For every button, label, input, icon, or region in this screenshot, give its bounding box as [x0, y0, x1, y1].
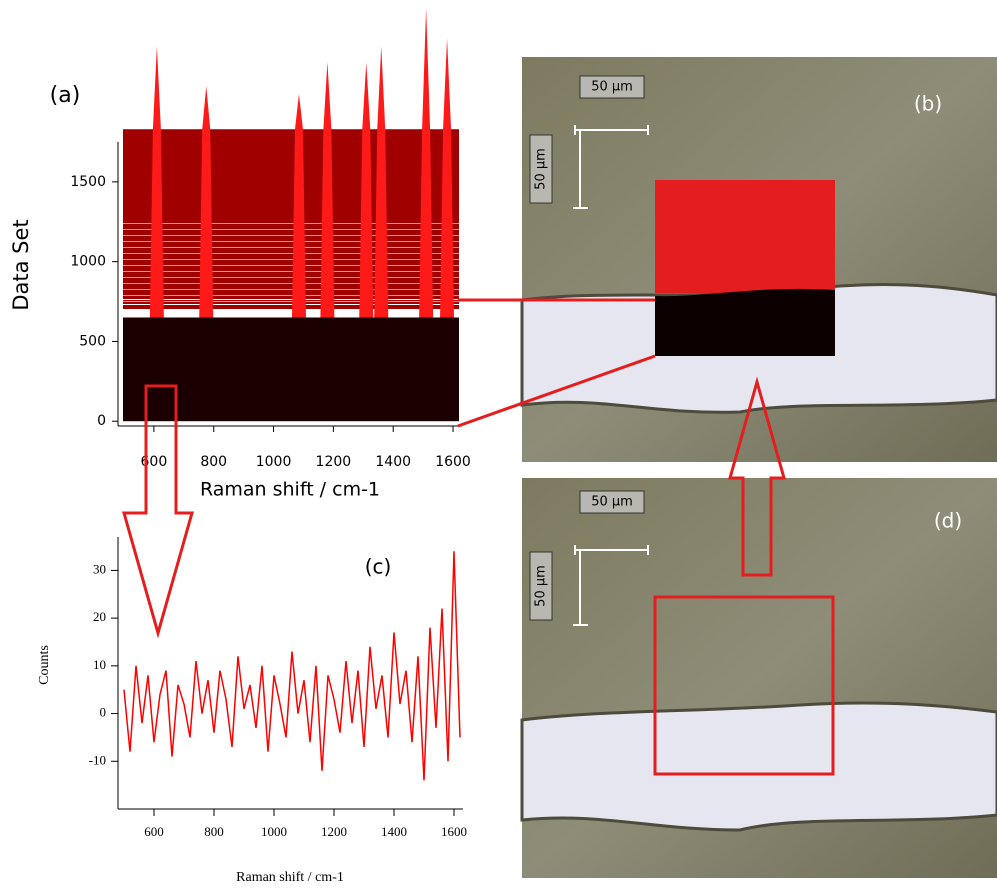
panel-label: (a) [50, 83, 81, 108]
x-tick-label: 1400 [381, 824, 407, 839]
scale-label: 50 µm [534, 565, 549, 607]
charts: 0 500 1000 1500 600 800 1000 1200 1400 1600 Raman … [9, 7, 471, 885]
peak [149, 46, 164, 318]
x-axis-label: Raman shift / cm-1 [236, 870, 344, 885]
arrow [122, 384, 194, 639]
peak [374, 46, 389, 318]
scale-label: 50 µm [534, 148, 549, 190]
x-tick-label: 1600 [435, 454, 471, 470]
x-tick-label: 800 [200, 454, 227, 470]
x-tick-label: 1200 [316, 454, 352, 470]
peak [291, 94, 306, 318]
peak [440, 38, 455, 318]
x-tick-label: 1400 [375, 454, 411, 470]
y-axis-label: Data Set [9, 219, 33, 310]
chart-c: -10 0 10 20 30 600 800 1000 1200 1400 1600 Raman sh… [37, 537, 467, 885]
arrow [728, 376, 786, 577]
y-tick-label: -10 [89, 752, 106, 767]
x-axis-label: Raman shift / cm-1 [200, 479, 380, 501]
x-tick-label: 1600 [441, 824, 467, 839]
y-tick-label: 0 [97, 413, 106, 429]
line [123, 551, 461, 781]
image-b: 50 µm 50 µm (b) [520, 57, 997, 462]
panel-label: (b) [914, 92, 942, 116]
peak [320, 62, 335, 318]
panel-label: (c) [365, 555, 392, 579]
peak [359, 62, 374, 318]
connector [457, 298, 656, 428]
y-tick-label: 30 [93, 561, 106, 576]
x-tick-label: 600 [144, 824, 164, 839]
peak [199, 86, 214, 318]
y-axis-label: Counts [37, 645, 52, 685]
black-region [123, 317, 459, 422]
y-tick-label: 1000 [70, 254, 106, 270]
y-tick-label: 1500 [70, 174, 106, 190]
y-tick-label: 20 [93, 609, 106, 624]
x-tick-label: 1200 [321, 824, 347, 839]
x-tick-label: 1000 [256, 454, 292, 470]
panel-label: (d) [934, 509, 962, 533]
scale-label: 50 µm [591, 80, 633, 95]
red-region [123, 129, 459, 310]
y-tick-label: 10 [93, 657, 106, 672]
image-d: 50 µm 50 µm (d) [520, 478, 997, 878]
x-tick-label: 800 [204, 824, 224, 839]
y-tick-label: 500 [79, 333, 106, 349]
scale-label: 50 µm [591, 495, 633, 510]
y-tick-label: 0 [100, 705, 107, 720]
peak [419, 7, 434, 318]
x-tick-label: 1000 [261, 824, 287, 839]
